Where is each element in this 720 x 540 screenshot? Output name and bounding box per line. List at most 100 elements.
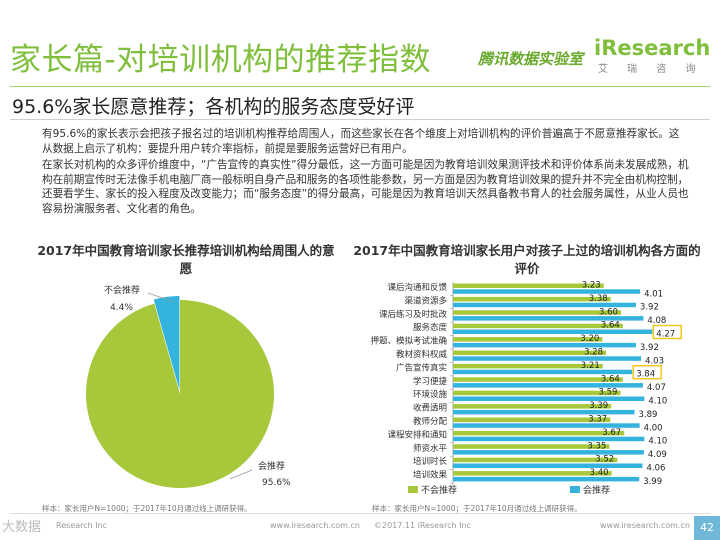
bar-not-recommend [453, 457, 618, 463]
bar-recommend [453, 476, 640, 482]
bar-value-label: 3.92 [640, 303, 659, 313]
bar-chart-title: 2017年中国教育培训家长用户对孩子上过的培训机构各方面的评价 [353, 243, 701, 276]
bar-recommend [453, 383, 643, 388]
bar-value-label: 3.89 [639, 410, 658, 420]
bar-not-recommend [453, 430, 625, 436]
category-label: 收费透明 [413, 403, 447, 414]
page-number: 42 [694, 516, 720, 540]
bar-not-recommend [453, 310, 621, 315]
footer-url-right[interactable]: www.iresearch.com.cn [600, 521, 690, 530]
pie-label-not-recommend: 不会推荐 [104, 284, 140, 296]
bar-value-label: 3.38 [589, 294, 608, 304]
pie-value-not-recommend: 4.4% [110, 303, 133, 313]
category-label: 服务态度 [413, 322, 448, 333]
page-subtitle: 95.6%家长愿意推荐；各机构的服务态度受好评 [12, 96, 415, 118]
subtitle-divider [10, 119, 710, 120]
bar-recommend [453, 302, 636, 308]
bar-recommend [453, 342, 636, 348]
body-paragraph-2: 在家长对机构的众多评价维度中，“广告宣传的真实性”得分最低，这一方面可能是因为教… [42, 159, 689, 215]
bar-recommend [453, 316, 644, 321]
bar-value-label: 3.37 [588, 415, 607, 425]
bar-value-label: 3.52 [595, 455, 614, 465]
bar-not-recommend [453, 471, 612, 476]
category-label: 学习便捷 [413, 376, 448, 387]
category-label: 课后练习及时批改 [379, 309, 448, 320]
bar-not-recommend [453, 323, 623, 329]
bar-value-label: 3.99 [643, 477, 662, 487]
bar-value-label: 3.35 [587, 441, 606, 451]
legend-swatch [408, 486, 418, 493]
bar-not-recommend [453, 377, 623, 382]
bar-value-label: 3.84 [636, 370, 655, 380]
pie-chart-source: 样本：家长用户N=1000；于2017年10月通过线上调研获得。 [42, 504, 252, 513]
bar-value-label: 4.09 [648, 450, 667, 460]
bar-value-label: 3.20 [580, 334, 599, 344]
partner-logo-text: 腾讯数据实验室 [478, 50, 584, 68]
bar-value-label: 4.10 [648, 437, 667, 447]
footer-copyright: ©2017.11 iResearch Inc [374, 521, 471, 530]
bar-not-recommend [453, 296, 611, 302]
category-label: 课后沟通和反馈 [387, 282, 447, 293]
pie-chart: 会推荐 95.6% 不会推荐 4.4% [86, 284, 291, 488]
body-paragraph-1: 有95.6%的家长表示会把孩子报名过的培训机构推荐给周围人，而这些家长在各个维度… [42, 128, 680, 155]
bar-recommend [453, 409, 635, 415]
bar-recommend [453, 329, 653, 334]
bar-value-label: 4.03 [645, 356, 664, 366]
category-label: 押题、模拟考试准确 [370, 336, 447, 347]
bar-recommend [453, 356, 642, 361]
highlight-box [652, 324, 683, 340]
bar-value-label: 3.59 [599, 388, 618, 398]
legend-label: 会推荐 [583, 484, 610, 496]
category-label: 师资水平 [413, 443, 448, 454]
bar-not-recommend [453, 350, 607, 355]
highlight-box [632, 364, 662, 380]
category-label: 培训效果 [413, 470, 448, 481]
bar-recommend [453, 396, 645, 401]
legend-swatch [570, 486, 580, 493]
bar-value-label: 3.28 [584, 348, 603, 358]
bar-value-label: 3.39 [589, 401, 608, 411]
pie-leader-line-not-recommend [147, 292, 175, 303]
bar-recommend [453, 436, 645, 442]
bar-value-label: 3.21 [581, 361, 600, 371]
category-label: 渠道资源多 [404, 295, 447, 306]
pie-chart-title: 2017年中国教育培训家长推荐培训机构给周围人的意愿 [37, 243, 335, 276]
category-label: 课程安排和通知 [387, 429, 447, 440]
pie-slice-not-recommend [153, 296, 180, 391]
bar-recommend [453, 463, 643, 468]
footer-divider [10, 513, 710, 514]
category-label: 环境设施 [413, 389, 448, 400]
bar-value-label: 4.01 [644, 289, 663, 299]
page-title: 家长篇-对培训机构的推荐指数 [10, 42, 432, 78]
logo-text: iResearch [594, 36, 711, 60]
bar-not-recommend [453, 404, 612, 409]
bar-recommend [453, 369, 633, 375]
pie-value-recommend: 95.6% [262, 478, 291, 488]
bar-not-recommend [453, 390, 621, 396]
bar-not-recommend [453, 444, 610, 449]
pie-leader-line-recommend [229, 469, 253, 480]
bar-value-label: 4.08 [647, 316, 666, 326]
pie-label-recommend: 会推荐 [258, 460, 285, 472]
bar-value-label: 3.64 [601, 374, 620, 384]
footer-url-left[interactable]: www.iresearch.com.cn [270, 521, 360, 530]
bar-chart-source: 样本：家长用户N=1000；于2017年10月通过线上调研获得。 [372, 504, 582, 513]
bar-value-label: 3.40 [590, 468, 609, 478]
bar-chart: 课后沟通和反馈 3.23 4.01 渠道资源多 3.38 3.92 课后练习及时批改 3.60… [370, 281, 683, 496]
bar-value-label: 4.07 [647, 383, 666, 393]
bar-value-label: 3.67 [602, 428, 621, 438]
bar-recommend [453, 289, 641, 294]
category-label: 培训时长 [413, 456, 448, 467]
bar-value-label: 4.06 [646, 464, 665, 474]
watermark: 大数据 [2, 520, 42, 535]
bar-not-recommend [453, 337, 603, 342]
category-label: 教师分配 [413, 416, 448, 427]
bar-recommend [453, 450, 644, 455]
bar-value-label: 4.27 [656, 330, 675, 340]
pie-slice-recommend [86, 300, 274, 488]
legend-label: 不会推荐 [421, 484, 457, 496]
category-label: 广告宣传真实 [396, 362, 447, 373]
bar-recommend [453, 423, 640, 428]
header-divider [10, 86, 710, 87]
iresearch-logo: iResearch 艾 瑞 咨 询 [594, 36, 711, 76]
